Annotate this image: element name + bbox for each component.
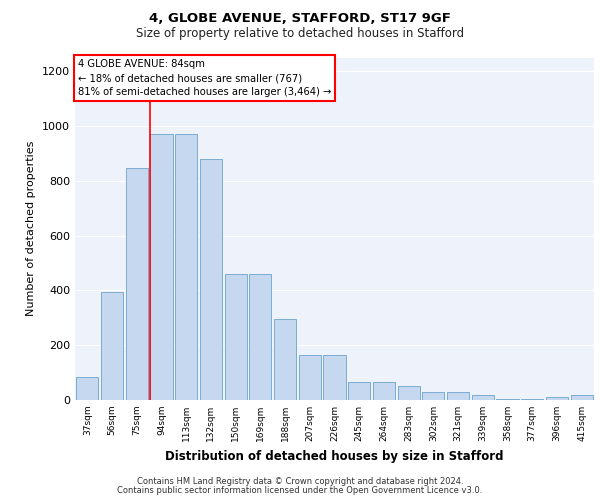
Text: 4, GLOBE AVENUE, STAFFORD, ST17 9GF: 4, GLOBE AVENUE, STAFFORD, ST17 9GF <box>149 12 451 26</box>
Text: Size of property relative to detached houses in Stafford: Size of property relative to detached ho… <box>136 28 464 40</box>
Bar <box>323 355 346 400</box>
Bar <box>373 382 395 400</box>
Bar <box>472 394 494 400</box>
Bar <box>151 134 173 400</box>
Bar <box>422 392 445 400</box>
Bar <box>348 382 370 400</box>
Bar <box>521 398 544 400</box>
Bar <box>200 159 222 400</box>
Y-axis label: Number of detached properties: Number of detached properties <box>26 141 37 316</box>
Text: Contains HM Land Registry data © Crown copyright and database right 2024.: Contains HM Land Registry data © Crown c… <box>137 477 463 486</box>
Text: Contains public sector information licensed under the Open Government Licence v3: Contains public sector information licen… <box>118 486 482 495</box>
Text: 4 GLOBE AVENUE: 84sqm
← 18% of detached houses are smaller (767)
81% of semi-det: 4 GLOBE AVENUE: 84sqm ← 18% of detached … <box>77 59 331 97</box>
Bar <box>175 134 197 400</box>
Bar <box>496 398 518 400</box>
Bar <box>125 168 148 400</box>
X-axis label: Distribution of detached houses by size in Stafford: Distribution of detached houses by size … <box>165 450 504 462</box>
Bar <box>249 274 271 400</box>
Bar <box>447 392 469 400</box>
Bar <box>76 376 98 400</box>
Bar <box>274 319 296 400</box>
Bar <box>224 274 247 400</box>
Bar <box>398 386 420 400</box>
Bar <box>101 292 123 400</box>
Bar <box>299 355 321 400</box>
Bar <box>546 398 568 400</box>
Bar <box>571 396 593 400</box>
